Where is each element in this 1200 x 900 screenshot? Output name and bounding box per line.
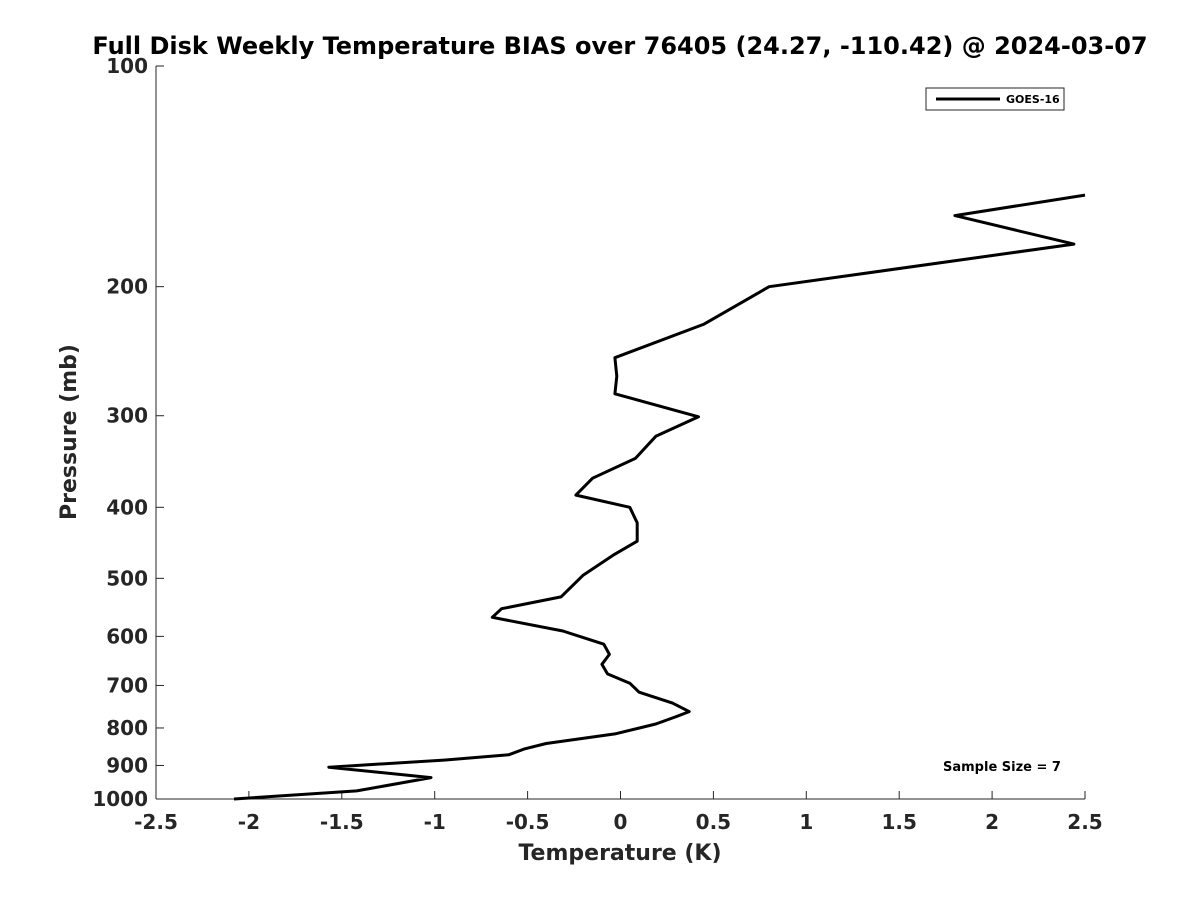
y-tick-label: 200 [106, 275, 148, 299]
y-tick-label: 1000 [92, 787, 148, 811]
x-tick-label: -2 [238, 810, 260, 834]
y-tick-label: 300 [106, 404, 148, 428]
legend: GOES-16 [925, 87, 1065, 111]
y-tick-label: 500 [106, 566, 148, 590]
x-tick-label: 0.5 [696, 810, 731, 834]
x-tick-label: 0 [614, 810, 628, 834]
series-line-goes-16 [233, 193, 1086, 801]
series-layer [233, 193, 1086, 801]
y-tick-label: 100 [106, 54, 148, 78]
x-axis-ticks: -2.5 -2 -1.5 -1 -0.5 0 0.5 1 1.5 2 2.5 [134, 791, 1103, 834]
x-tick-label: -2.5 [134, 810, 178, 834]
x-tick-label: 2.5 [1067, 810, 1102, 834]
plot-area [156, 66, 1085, 799]
x-tick-label: -1 [424, 810, 446, 834]
x-axis-label: Temperature (K) [518, 841, 721, 866]
y-axis-ticks: 100 200 300 400 500 600 700 800 900 1000 [92, 54, 164, 811]
y-tick-label: 600 [106, 624, 148, 648]
x-tick-label: 1 [799, 810, 813, 834]
y-tick-label: 800 [106, 716, 148, 740]
y-tick-label: 900 [106, 753, 148, 777]
x-tick-label: 2 [985, 810, 999, 834]
legend-entry-goes-16: GOES-16 [1006, 93, 1060, 106]
chart-title: Full Disk Weekly Temperature BIAS over 7… [92, 32, 1147, 60]
x-tick-label: -0.5 [506, 810, 550, 834]
x-tick-label: -1.5 [320, 810, 364, 834]
sample-size-annotation: Sample Size = 7 [943, 760, 1061, 775]
y-axis-label: Pressure (mb) [57, 344, 82, 520]
y-tick-label: 700 [106, 673, 148, 697]
y-tick-label: 400 [106, 495, 148, 519]
x-tick-label: 1.5 [881, 810, 916, 834]
